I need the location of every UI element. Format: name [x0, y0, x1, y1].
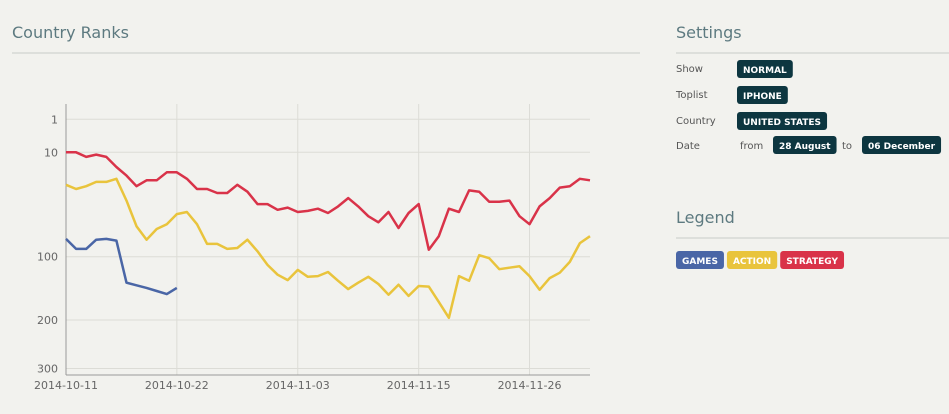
legend-chip-text: GAMES [682, 257, 718, 267]
setting-badge-text: NORMAL [743, 66, 787, 76]
setting-label: Date [676, 141, 700, 152]
side-panel: Show NORMAL Toplist IPHONE Country UNITED STA… [675, 60, 942, 269]
legend-chip [780, 251, 845, 269]
series-line [65, 177, 591, 320]
settings-title: Settings [676, 23, 742, 42]
y-tick-label: 100 [37, 251, 58, 264]
legend-chip [676, 251, 724, 269]
setting-label: to [842, 141, 852, 152]
setting-label: Toplist [675, 90, 708, 101]
setting-label: Show [676, 64, 703, 75]
y-tick-label: 10 [44, 146, 58, 159]
legend-chip-text: ACTION [733, 257, 771, 267]
setting-label: from [740, 141, 763, 152]
series-line [66, 151, 591, 251]
plot: 1 10 100 200 300 2014-10-11 2014-10-22 2014-11-… [34, 104, 591, 392]
y-tick-label: 300 [37, 362, 58, 375]
date-badge-text: 28 August [779, 142, 831, 152]
date-badge [773, 136, 837, 154]
y-tick-label: 1 [51, 113, 58, 126]
date-badge [862, 136, 942, 154]
setting-label: Country [676, 116, 716, 127]
legend-chip [726, 251, 778, 269]
chart-title: Country Ranks [12, 23, 129, 42]
legend-chip-text: STRATEGY [786, 257, 838, 267]
x-tick-label: 2014-10-11 [34, 379, 98, 392]
date-badge-text: 06 December [868, 142, 936, 152]
setting-badge-text: IPHONE [743, 92, 782, 102]
setting-badge [737, 112, 828, 130]
x-tick-label: 2014-11-15 [387, 379, 451, 392]
legend-title: Legend [676, 208, 735, 227]
series-line [65, 237, 178, 296]
x-tick-label: 2014-11-26 [498, 379, 562, 392]
y-tick-label: 200 [37, 314, 58, 327]
setting-badge-text: UNITED STATES [743, 118, 821, 128]
setting-badge [737, 60, 793, 78]
x-tick-label: 2014-11-03 [266, 379, 330, 392]
setting-badge [737, 86, 788, 104]
x-tick-label: 2014-10-22 [145, 379, 209, 392]
